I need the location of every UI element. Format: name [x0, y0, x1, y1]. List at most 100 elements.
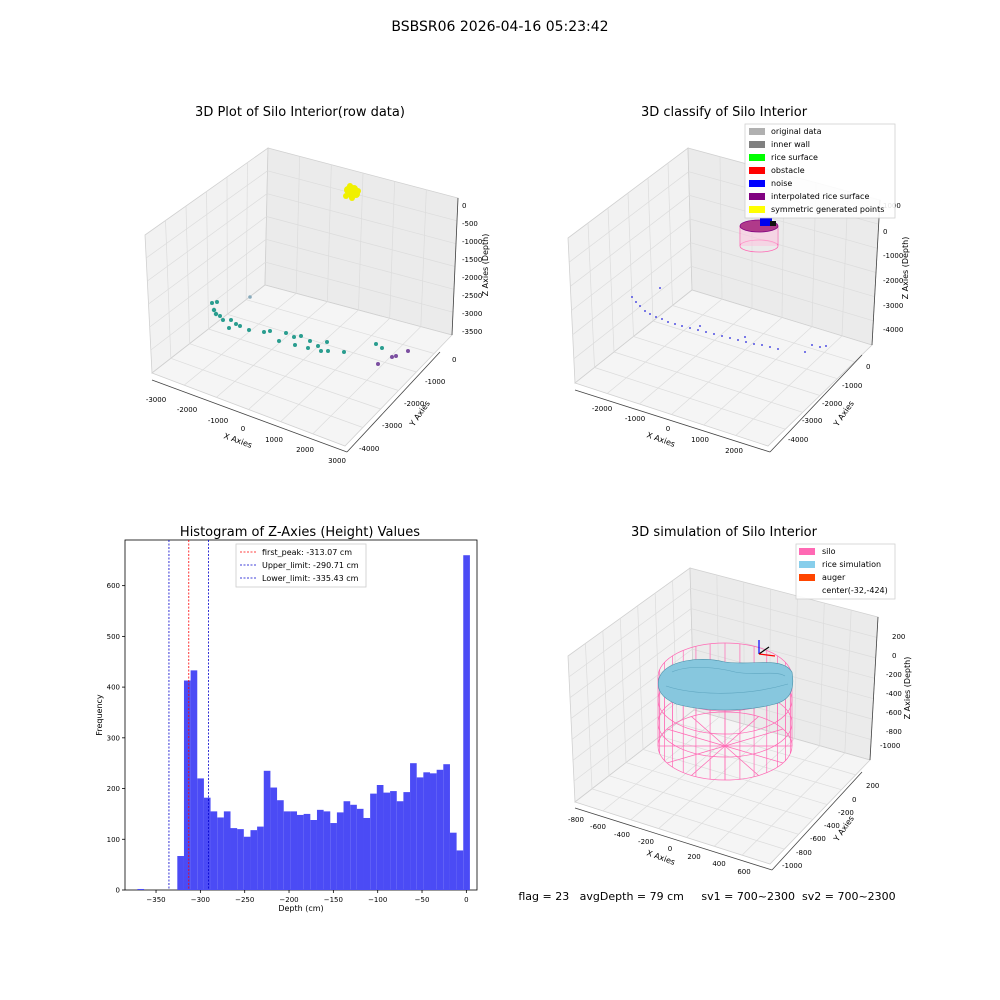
- histogram-bar: [316, 809, 324, 890]
- panel2-legend-label: original data: [771, 127, 822, 136]
- panel2-x-tick: 2000: [725, 447, 743, 455]
- histogram-bar: [356, 808, 364, 890]
- histogram-bar: [336, 812, 344, 890]
- panel1-x-ticks: -3000 -2000 -1000 0 1000 2000 3000: [146, 396, 346, 465]
- panel1-z-label: Z Axies (Depth): [481, 234, 490, 297]
- panel4-y-tick: -600: [810, 835, 826, 843]
- histogram-reference-lines: [168, 540, 210, 890]
- panel2-silo-cylinder: [739, 218, 779, 253]
- histogram-bar: [183, 680, 191, 890]
- panel2-z-tick: -1000: [883, 252, 903, 260]
- histogram-y-tick-label: 400: [107, 684, 120, 692]
- panel1-z-ticks: 0 -500 -1000 -1500 -2000 -2500 -3000 -35…: [462, 202, 482, 336]
- histogram-bar: [363, 817, 371, 890]
- histogram-x-ticks: −350 −300 −250 −200 −150 −100 −50 0: [146, 890, 469, 904]
- panel4-y-tick: 0: [852, 796, 856, 804]
- histogram-bar: [403, 792, 411, 890]
- panel-classify-3d: 3D classify of Silo Interior -2000 -1000…: [567, 105, 910, 455]
- histogram-legend-label: Lower_limit: -335.43 cm: [262, 574, 359, 583]
- histogram-bar: [370, 793, 377, 890]
- histogram-x-tick-label: −200: [279, 896, 298, 904]
- histogram-title: Histogram of Z-Axies (Height) Values: [180, 525, 420, 540]
- panel2-legend-label: symmetric generated points: [771, 205, 884, 214]
- panel1-z-tick: -1500: [462, 256, 482, 264]
- panel1-title: 3D Plot of Silo Interior(row data): [195, 105, 405, 120]
- panel4-x-tick: 0: [668, 845, 672, 853]
- panel1-y-tick: 0: [452, 356, 456, 364]
- panel2-noise-points: [631, 287, 827, 353]
- panel1-axes-box: [144, 147, 459, 453]
- panel1-x-tick: -2000: [177, 406, 197, 414]
- histogram-bar: [297, 814, 304, 890]
- panel1-z-tick: -3000: [462, 310, 482, 318]
- histogram-y-tick-label: 500: [107, 633, 120, 641]
- histogram-bar: [383, 792, 391, 890]
- histogram-bar: [217, 817, 224, 890]
- panel2-y-tick: -2000: [822, 400, 842, 408]
- panel4-z-tick: 0: [892, 652, 896, 660]
- panel1-z-tick: -1000: [462, 238, 482, 246]
- panel2-legend-label: interpolated rice surface: [771, 192, 869, 201]
- histogram-x-tick-label: −50: [415, 896, 430, 904]
- panel-simulation-3d: 3D simulation of Silo Interior -800 -600…: [567, 525, 912, 876]
- histogram-bar: [376, 785, 384, 890]
- panel2-z-tick: -4000: [883, 326, 903, 334]
- panel4-y-tick: -200: [838, 809, 854, 817]
- histogram-legend: first_peak: -313.07 cm Upper_limit: -290…: [235, 543, 367, 588]
- panel4-z-tick: -1000: [880, 742, 900, 750]
- panel2-legend-label: inner wall: [771, 140, 810, 149]
- histogram-x-tick-label: −100: [368, 896, 387, 904]
- panel1-x-tick: 0: [241, 425, 245, 433]
- panel2-x-ticks: -2000 -1000 0 1000 2000: [592, 405, 743, 455]
- histogram-y-tick-label: 300: [107, 734, 120, 742]
- panel4-legend-label: auger: [822, 573, 846, 582]
- histogram-x-tick-label: 0: [464, 896, 468, 904]
- panel1-y-tick: -4000: [359, 445, 379, 453]
- histogram-bar: [190, 670, 198, 890]
- panel4-rice-surface: [657, 659, 794, 711]
- histogram-bar: [449, 832, 457, 890]
- panel2-legend-label: noise: [771, 179, 792, 188]
- panel4-x-tick: -800: [568, 816, 584, 824]
- panel2-x-tick: -1000: [625, 415, 645, 423]
- panel2-x-label: X Axies: [645, 430, 676, 449]
- histogram-bar: [290, 811, 298, 890]
- histogram-bar: [137, 888, 145, 890]
- panel4-legend-label: rice simulation: [822, 560, 881, 569]
- histogram-bar: [270, 787, 278, 890]
- panel4-x-tick: 600: [737, 868, 750, 876]
- panel-raw-data-3d: 3D Plot of Silo Interior(row data) -3000…: [144, 105, 490, 465]
- panel2-x-tick: 0: [666, 425, 670, 433]
- panel1-z-tick: -500: [462, 220, 478, 228]
- histogram-y-label: Frequency: [95, 694, 104, 736]
- panel2-z-tick: -2000: [883, 277, 903, 285]
- panel4-z-label: Z Axies (Depth): [903, 657, 912, 720]
- panel2-axes-box: [567, 147, 881, 453]
- panel4-x-tick: -400: [614, 831, 630, 839]
- panel4-y-tick: -1000: [782, 862, 802, 870]
- histogram-bar: [323, 811, 331, 890]
- panel1-y-tick: -1000: [425, 378, 445, 386]
- histogram-bar: [390, 791, 397, 890]
- histogram-bars: [137, 555, 470, 890]
- panel1-x-tick: 1000: [265, 436, 283, 444]
- histogram-x-tick-label: −250: [235, 896, 254, 904]
- histogram-bar: [416, 777, 424, 890]
- panel1-points: [210, 183, 410, 366]
- histogram-bar: [456, 850, 464, 890]
- panel2-z-tick: -3000: [883, 302, 903, 310]
- histogram-bar: [203, 797, 211, 890]
- panel4-z-tick: -800: [886, 728, 902, 736]
- histogram-y-tick-label: 600: [107, 582, 120, 590]
- panel2-legend: original data inner wall rice surface ob…: [744, 123, 896, 219]
- panel4-legend: silo rice simulation auger center(-32,-4…: [795, 543, 896, 600]
- panel4-auger-marker: [758, 640, 776, 657]
- panel4-x-tick: -600: [590, 823, 606, 831]
- histogram-x-tick-label: −300: [191, 896, 210, 904]
- panel2-x-tick: 1000: [691, 436, 709, 444]
- panel4-z-tick: -400: [886, 690, 902, 698]
- panel4-x-tick: 400: [712, 860, 725, 868]
- panel4-y-tick: -400: [824, 822, 840, 830]
- panel4-title: 3D simulation of Silo Interior: [631, 525, 818, 540]
